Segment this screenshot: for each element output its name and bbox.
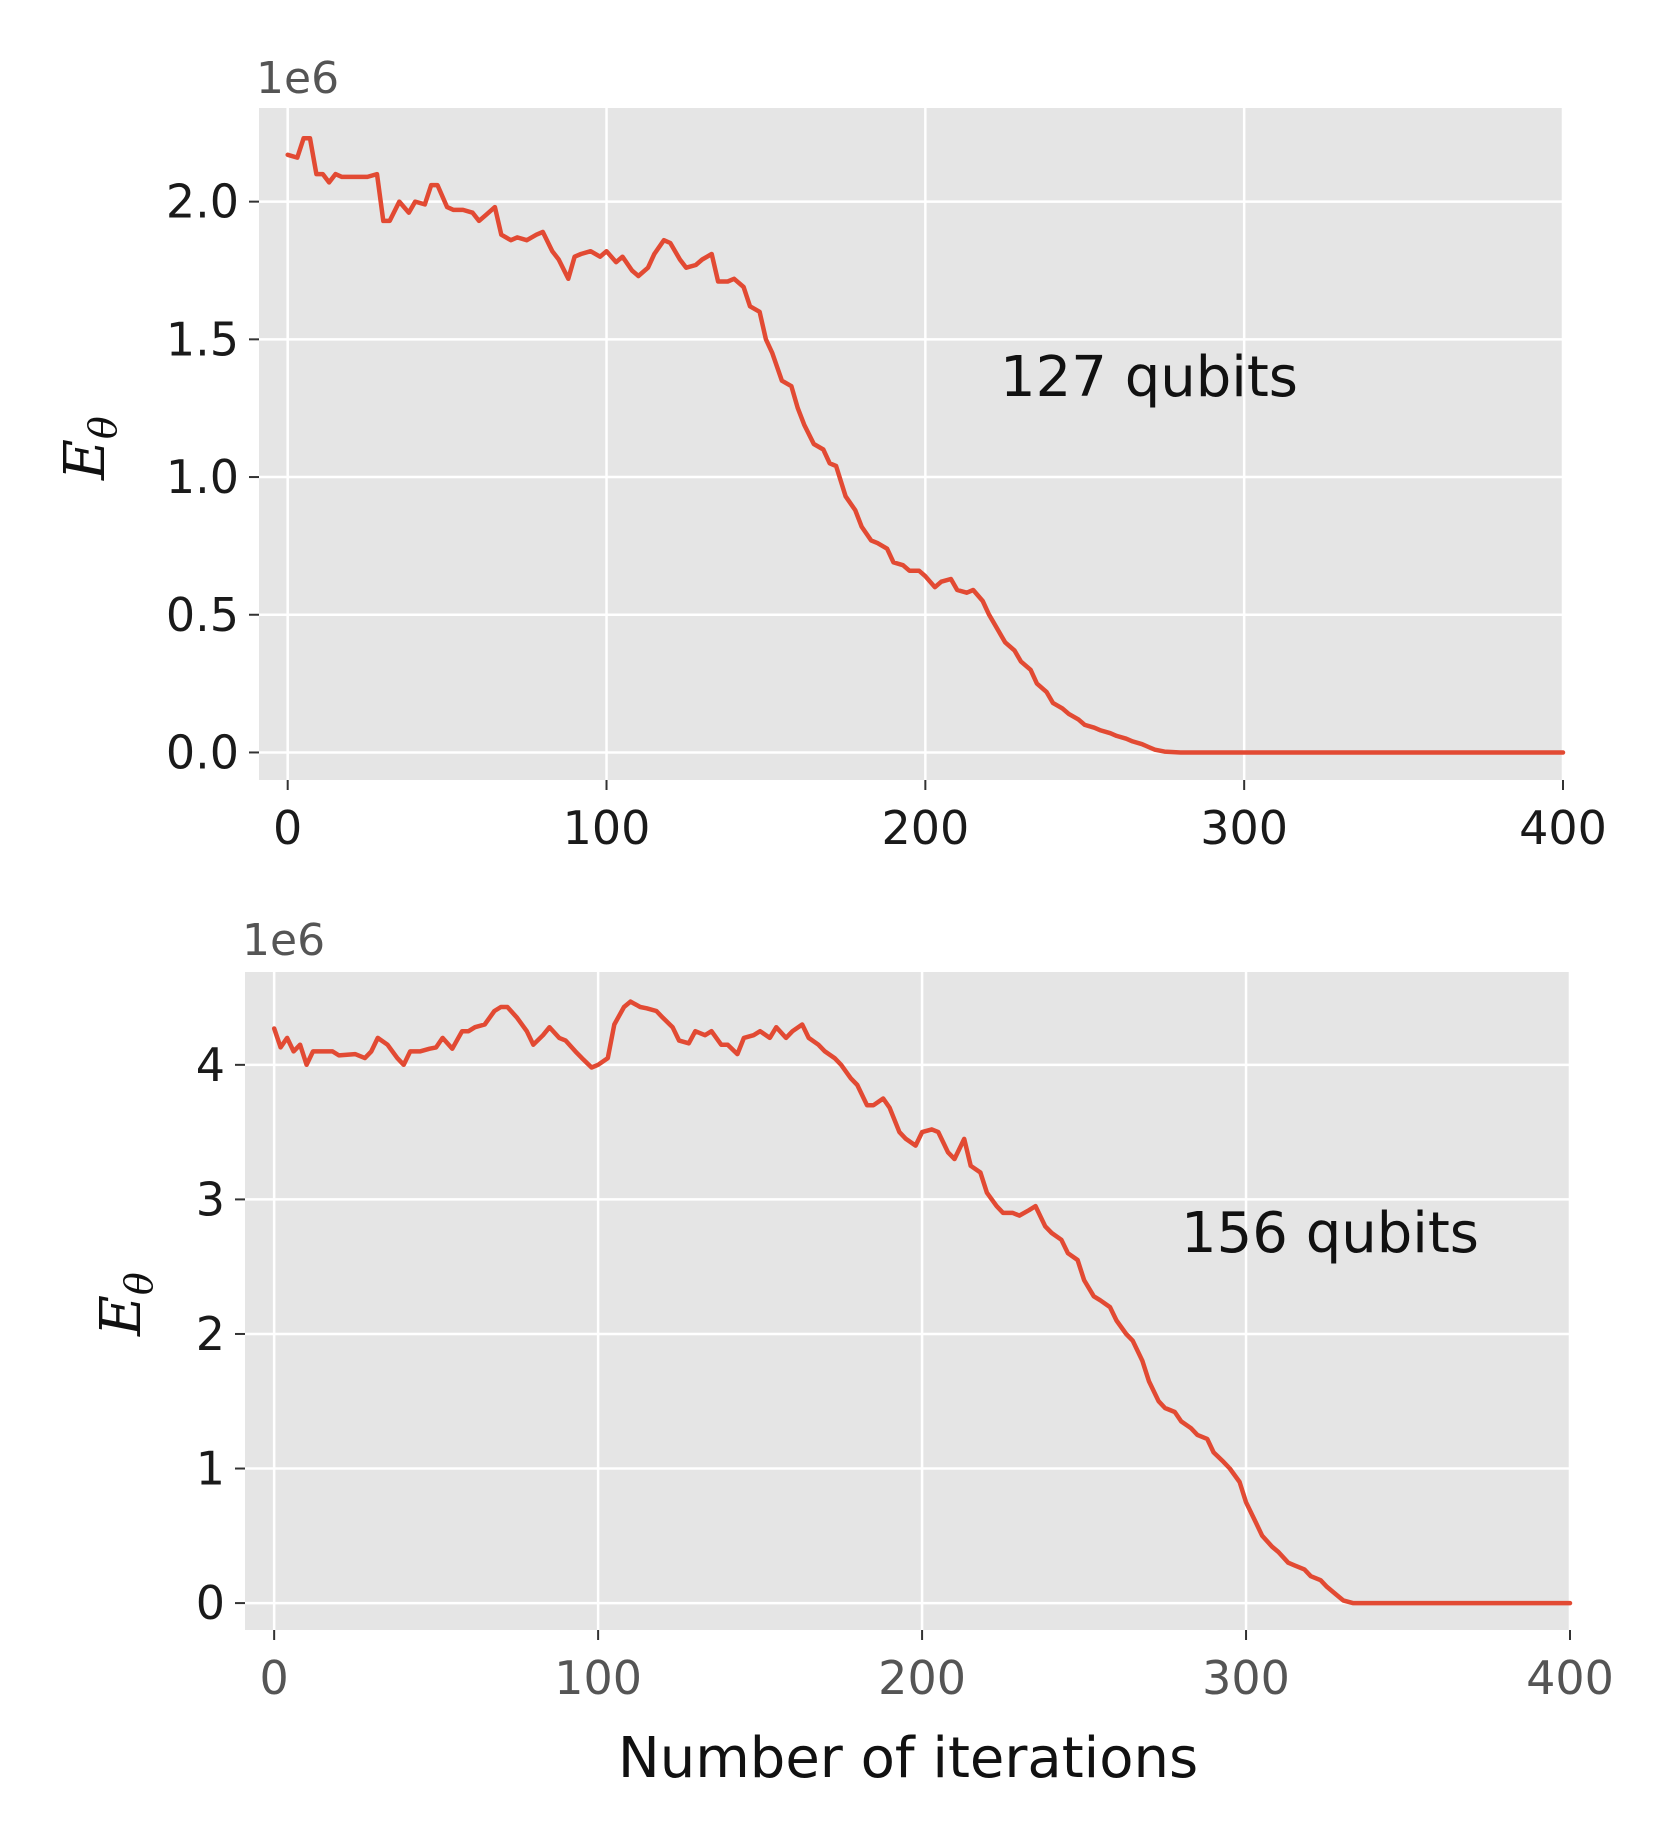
x-tick-label: 0 xyxy=(260,1651,289,1705)
series-line xyxy=(285,136,1566,755)
annotation-label: 156 qubits xyxy=(1181,1201,1479,1266)
y-axis: 0 1 2 3 4 xyxy=(196,1038,245,1630)
chart-panel-127-qubits: 0 100 200 300 400 0.0 0.5 1.0 1.5 2.0 1e6 127 qu… xyxy=(53,53,1607,855)
plot-area xyxy=(245,972,1570,1630)
y-axis-title: Eθ xyxy=(89,1272,161,1337)
y-tick-label: 4 xyxy=(196,1038,225,1092)
series-line xyxy=(271,999,1573,1606)
x-axis: 0 100 200 300 400 xyxy=(273,780,1607,855)
x-tick-label: 400 xyxy=(1526,1651,1614,1705)
y-axis-title: Eθ xyxy=(53,416,125,481)
offset-text: 1e6 xyxy=(242,915,325,966)
y-axis-title-main: E xyxy=(89,1295,154,1337)
x-axis: 0 100 200 300 400 xyxy=(260,1630,1614,1705)
offset-text: 1e6 xyxy=(256,53,339,104)
y-tick-label: 1.5 xyxy=(166,312,239,366)
y-axis-title-subscript: θ xyxy=(81,416,125,439)
gridlines xyxy=(245,972,1572,1630)
y-tick-label: 0.5 xyxy=(166,588,239,642)
y-tick-label: 2 xyxy=(196,1307,225,1361)
annotation-label: 127 qubits xyxy=(1000,345,1298,410)
y-tick-label: 3 xyxy=(196,1172,225,1226)
x-tick-label: 300 xyxy=(1200,801,1288,855)
y-tick-label: 0.0 xyxy=(166,725,239,779)
x-tick-label: 300 xyxy=(1202,1651,1290,1705)
y-tick-label: 1.0 xyxy=(166,450,239,504)
gridlines xyxy=(259,108,1565,780)
y-tick-label: 1 xyxy=(196,1442,225,1496)
x-tick-label: 200 xyxy=(881,801,969,855)
x-tick-label: 100 xyxy=(563,801,651,855)
y-tick-label: 2.0 xyxy=(166,175,239,229)
x-tick-label: 400 xyxy=(1519,801,1607,855)
y-axis: 0.0 0.5 1.0 1.5 2.0 xyxy=(166,175,259,779)
y-axis-title-subscript: θ xyxy=(117,1272,161,1295)
y-tick-label: 0 xyxy=(196,1576,225,1630)
x-tick-label: 100 xyxy=(554,1651,642,1705)
chart-panel-156-qubits: 0 100 200 300 400 0 1 2 3 4 1e6 156 qubits Eθ Nu… xyxy=(89,915,1614,1791)
x-tick-label: 0 xyxy=(273,801,302,855)
y-axis-title-main: E xyxy=(53,439,118,481)
x-axis-title: Number of iterations xyxy=(618,1726,1198,1791)
x-tick-label: 200 xyxy=(878,1651,966,1705)
